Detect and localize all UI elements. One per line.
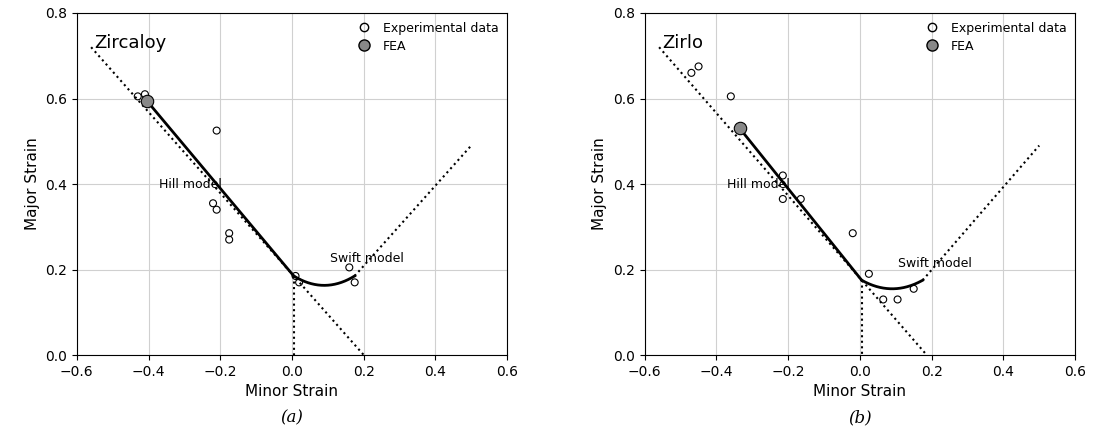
X-axis label: Minor Strain: Minor Strain (813, 385, 906, 399)
Point (136, 91, 154, 98)
Point (905, 285, 923, 292)
Y-axis label: Major Strain: Major Strain (592, 138, 608, 230)
Point (207, 127, 225, 134)
Point (291, 279, 308, 286)
Y-axis label: Major Strain: Major Strain (24, 138, 39, 230)
Point (138, 97, 156, 104)
Point (792, 196, 810, 203)
Point (204, 200, 222, 207)
Point (220, 230, 238, 237)
Text: Swift model: Swift model (329, 252, 404, 265)
Point (774, 172, 792, 179)
Point (889, 296, 906, 303)
Point (286, 272, 304, 279)
Text: Hill model: Hill model (159, 178, 222, 191)
Text: (a): (a) (281, 410, 304, 427)
Text: Zircaloy: Zircaloy (94, 33, 167, 52)
Point (774, 196, 792, 203)
Point (346, 279, 363, 286)
Point (844, 230, 861, 237)
Text: Swift model: Swift model (897, 257, 972, 270)
X-axis label: Minor Strain: Minor Strain (246, 385, 339, 399)
Point (690, 63, 708, 70)
Point (129, 93, 147, 100)
Point (722, 93, 739, 100)
Text: Hill model: Hill model (727, 178, 790, 191)
Text: Zirlo: Zirlo (661, 33, 703, 52)
Point (340, 264, 358, 271)
Point (682, 69, 700, 76)
Legend: Experimental data, FEA: Experimental data, FEA (347, 17, 504, 58)
Point (731, 125, 748, 132)
Point (860, 270, 878, 277)
Legend: Experimental data, FEA: Experimental data, FEA (914, 17, 1072, 58)
Point (220, 236, 238, 243)
Point (207, 206, 225, 213)
Point (874, 296, 892, 303)
Text: (b): (b) (848, 410, 872, 427)
